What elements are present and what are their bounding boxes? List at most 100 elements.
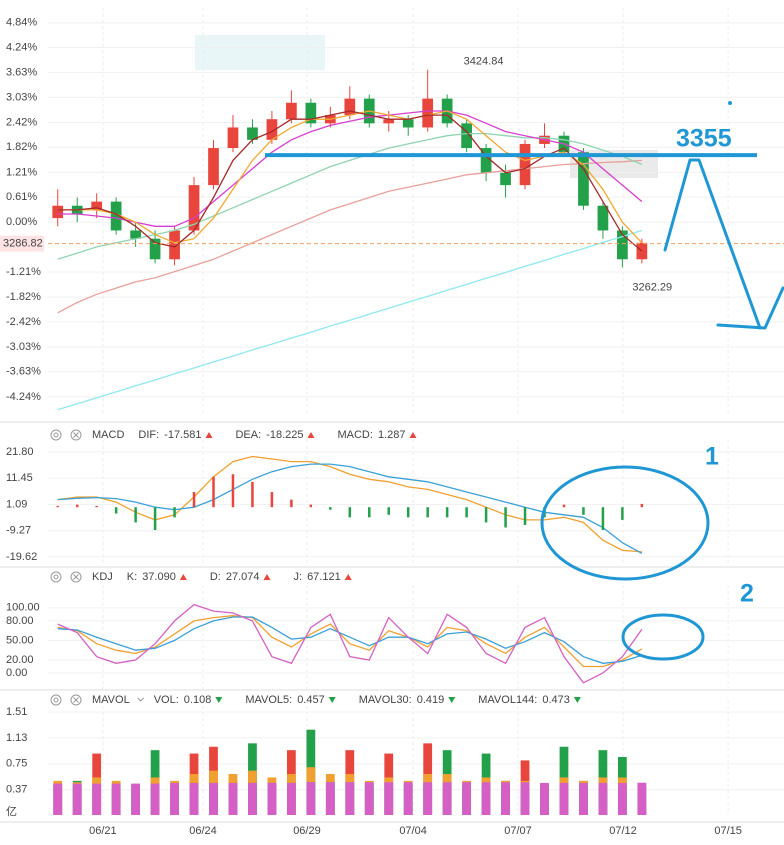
bar [114,507,118,514]
legend-name: J: [294,571,303,583]
bar [111,783,121,815]
candle-body [597,205,609,231]
trend-arrow [307,432,315,438]
legend-value: -18.225 [266,429,303,441]
candle-body [227,127,239,149]
bar [384,782,394,815]
legend-value: 67.121 [307,571,341,583]
settings-icon [50,571,62,583]
settings-icon [53,432,59,438]
legend-name: VOL: [154,694,179,706]
y-tick-label: 2.42% [6,116,37,128]
trend-arrow [328,697,336,703]
candle-body [247,127,258,140]
bar [481,782,491,815]
hand-ellipse [540,465,710,581]
y-tick-label: 0.75 [6,758,27,770]
bar [270,491,274,508]
legend-value: -17.581 [164,429,201,441]
y-tick-label: -2.42% [6,316,41,328]
bar [426,507,429,518]
hand-arrow [663,158,762,330]
bar [287,782,296,815]
y-tick-label: 1.13 [6,732,27,744]
bar [248,782,257,815]
blur-patch [195,35,325,70]
y-tick-label: -19.62 [6,551,37,563]
bar [423,782,433,815]
candle-body [130,230,141,239]
bar [559,782,569,815]
bar [228,782,238,815]
y-tick-label: -1.21% [6,266,41,278]
candle-body [149,238,161,260]
bar [95,505,98,508]
bar [345,782,355,815]
bar [637,782,647,815]
candle-body [305,102,317,124]
trend-arrow [448,697,456,703]
bar [621,507,624,520]
bar [92,783,102,815]
candle-body [91,201,103,210]
trend-arrow [263,574,271,580]
candle-body [617,230,628,260]
bar [290,499,293,508]
y-tick-label: -1.82% [6,291,41,303]
bar [231,474,235,508]
legend-name: DIF: [138,429,159,441]
legend-name: DEA: [235,429,261,441]
bar [209,782,218,815]
candle-body [500,172,511,186]
panel-title: KDJ [92,571,113,583]
legend-value: 0.473 [542,694,570,706]
y-tick-label: -9.27 [6,525,31,537]
bar [173,507,176,518]
y-tick-label: 0.00% [6,216,37,228]
bar [540,782,549,815]
y-tick-label: 0.61% [6,191,37,203]
annotation: 1 [705,443,719,471]
candle-body [402,119,414,128]
candle-body [461,123,472,149]
bar [582,507,585,515]
y-tick-label: -4.24% [6,391,41,403]
legend-value: 0.457 [297,694,325,706]
trend-arrow [409,432,417,438]
bar [53,783,63,815]
legend-value: 27.074 [226,571,260,583]
x-tick-label: 07/12 [609,825,637,837]
y-tick-label: 1.21% [6,166,37,178]
bar [75,504,79,508]
bar [387,507,390,515]
bar [309,504,313,508]
settings-icon [50,694,62,706]
settings-icon [53,697,59,703]
x-tick-label: 07/04 [399,825,427,837]
hand-ellipse [621,613,705,661]
unit-label: 亿 [6,805,17,818]
trend-arrow [215,697,223,703]
close-icon [73,574,79,580]
y-tick-label: 4.84% [6,17,37,29]
close-icon [73,697,79,703]
y-tick-label: 0.00 [6,667,27,679]
close-icon [70,694,82,706]
trend-arrow [179,574,187,580]
candle-body [188,185,200,231]
legend-value: 1.287 [378,429,406,441]
y-tick-label: 50.00 [6,634,34,646]
legend-name: D: [210,571,221,583]
bar [131,783,140,815]
legend-value: 37.090 [142,571,176,583]
bar [150,783,160,815]
bar [267,782,277,815]
candle-body [110,201,122,231]
legend-name: MACD: [337,429,372,441]
trend-arrow [344,574,352,580]
bar [442,782,452,815]
line [57,603,643,684]
close-icon [70,429,82,441]
line [57,159,642,314]
